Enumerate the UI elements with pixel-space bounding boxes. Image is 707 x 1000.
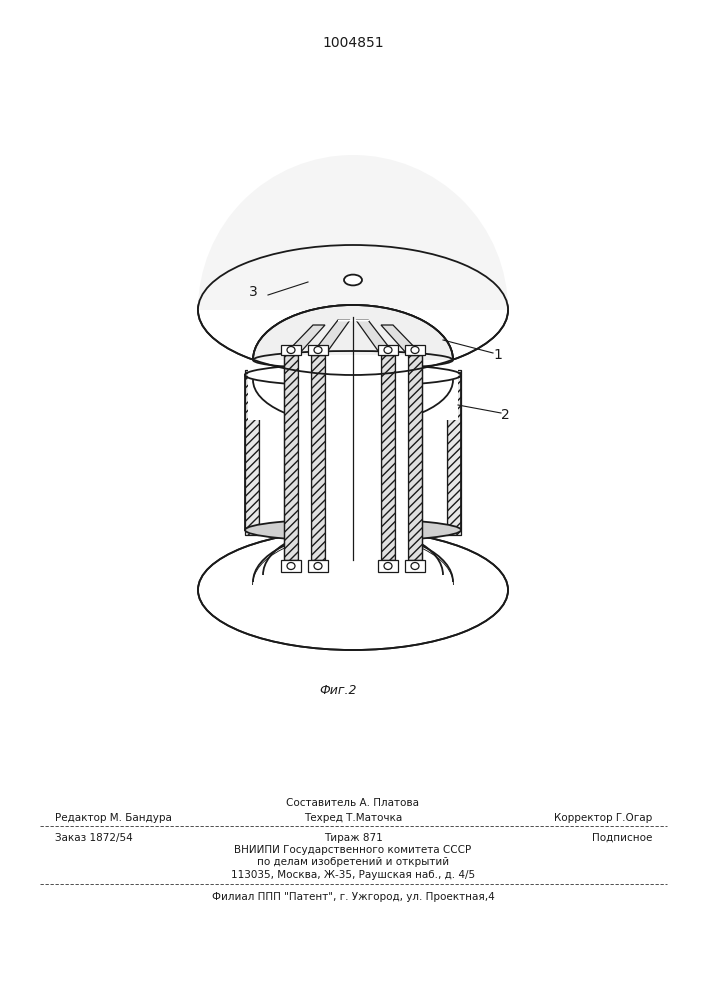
Text: Фиг.2: Фиг.2 <box>320 684 357 696</box>
Text: 3: 3 <box>249 285 257 299</box>
Text: Тираж 871: Тираж 871 <box>324 833 382 843</box>
Bar <box>245 370 259 535</box>
Text: 1: 1 <box>493 348 502 362</box>
Bar <box>381 355 395 560</box>
Bar <box>381 355 395 560</box>
Bar <box>311 355 325 560</box>
Ellipse shape <box>253 535 453 635</box>
Text: ВНИИПИ Государственного комитета СССР: ВНИИПИ Государственного комитета СССР <box>235 845 472 855</box>
Bar <box>281 345 301 355</box>
Text: Составитель А. Платова: Составитель А. Платова <box>286 798 419 808</box>
Bar <box>381 355 395 560</box>
Bar <box>395 355 408 560</box>
Text: Заказ 1872/54: Заказ 1872/54 <box>55 833 133 843</box>
Polygon shape <box>311 320 350 355</box>
Ellipse shape <box>245 519 461 541</box>
Ellipse shape <box>384 347 392 354</box>
Bar <box>248 360 458 420</box>
Bar <box>378 345 398 355</box>
Bar <box>281 560 301 572</box>
Bar <box>308 560 328 572</box>
Ellipse shape <box>314 347 322 354</box>
Bar <box>405 345 425 355</box>
Text: Редактор М. Бандура: Редактор М. Бандура <box>55 813 172 823</box>
Bar <box>408 355 422 560</box>
Polygon shape <box>356 320 395 355</box>
Bar <box>325 355 381 560</box>
Bar <box>447 370 461 535</box>
Bar <box>378 560 398 572</box>
Bar <box>284 355 298 560</box>
Text: Подписное: Подписное <box>592 833 652 843</box>
Ellipse shape <box>287 347 295 354</box>
Bar <box>311 355 325 560</box>
Ellipse shape <box>384 562 392 570</box>
Text: Корректор Г.Огар: Корректор Г.Огар <box>554 813 652 823</box>
Ellipse shape <box>253 305 453 415</box>
Polygon shape <box>284 325 325 355</box>
Polygon shape <box>381 325 422 355</box>
Text: по делам изобретений и открытий: по делам изобретений и открытий <box>257 857 449 867</box>
Ellipse shape <box>245 364 461 386</box>
Ellipse shape <box>198 245 508 375</box>
Bar <box>408 355 422 560</box>
Bar <box>284 355 298 560</box>
Wedge shape <box>198 155 508 310</box>
Ellipse shape <box>253 305 453 415</box>
Bar <box>308 345 328 355</box>
Text: 2: 2 <box>501 408 510 422</box>
Ellipse shape <box>198 530 508 650</box>
Ellipse shape <box>314 562 322 570</box>
Bar <box>259 375 447 530</box>
Ellipse shape <box>344 275 362 285</box>
Text: Техред Т.Маточка: Техред Т.Маточка <box>304 813 402 823</box>
Bar <box>405 560 425 572</box>
Bar <box>447 370 461 535</box>
Bar <box>298 355 311 560</box>
Bar <box>284 355 298 560</box>
Ellipse shape <box>287 562 295 570</box>
Bar <box>245 370 259 535</box>
Bar <box>311 355 325 560</box>
Text: Филиал ППП "Патент", г. Ужгород, ул. Проектная,4: Филиал ППП "Патент", г. Ужгород, ул. Про… <box>211 892 494 902</box>
Ellipse shape <box>411 347 419 354</box>
Bar <box>408 355 422 560</box>
Ellipse shape <box>411 562 419 570</box>
Text: 113035, Москва, Ж-35, Раушская наб., д. 4/5: 113035, Москва, Ж-35, Раушская наб., д. … <box>231 870 475 880</box>
Text: 1004851: 1004851 <box>322 36 384 50</box>
